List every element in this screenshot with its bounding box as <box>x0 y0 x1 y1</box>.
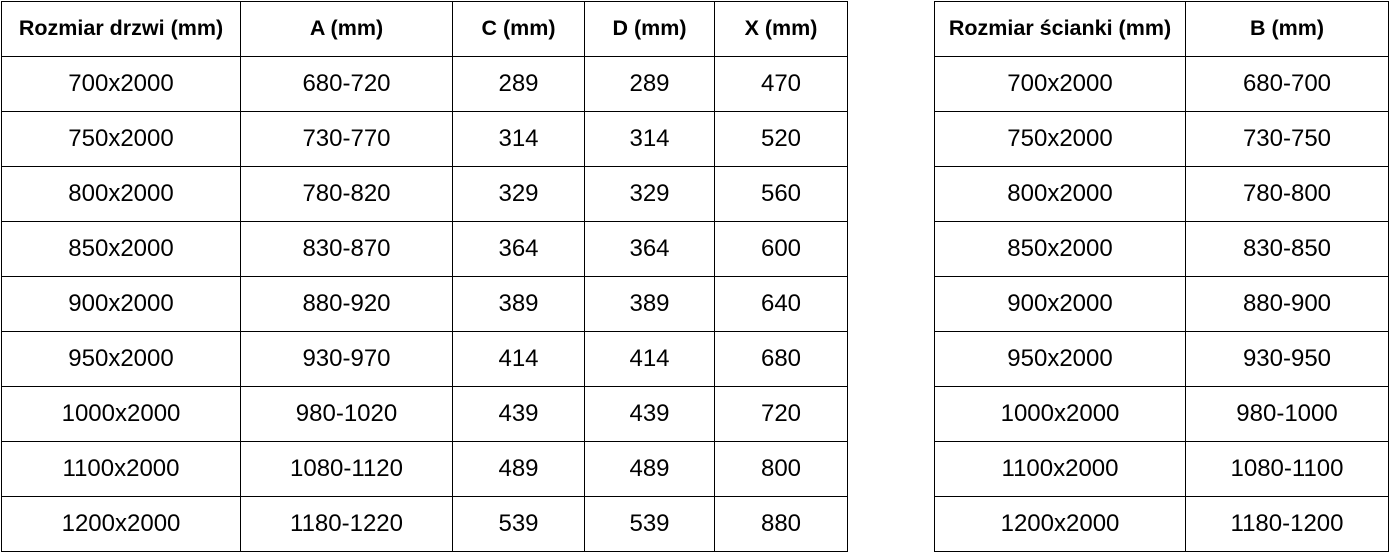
cell-x: 470 <box>714 56 848 112</box>
column-header-door-size: Rozmiar drzwi (mm) <box>1 1 241 57</box>
column-header-a: A (mm) <box>240 1 453 57</box>
cell-x: 880 <box>714 496 848 552</box>
cell-d: 539 <box>584 496 715 552</box>
wall-size-table-container: Rozmiar ścianki (mm) B (mm) 700x2000 680… <box>934 1 1389 552</box>
cell-a: 780-820 <box>240 166 453 222</box>
cell-door-size: 900x2000 <box>1 276 241 332</box>
cell-a: 930-970 <box>240 331 453 387</box>
cell-c: 539 <box>452 496 585 552</box>
cell-x: 640 <box>714 276 848 332</box>
cell-b: 680-700 <box>1185 56 1389 112</box>
cell-a: 980-1020 <box>240 386 453 442</box>
cell-c: 364 <box>452 221 585 277</box>
cell-wall-size: 1100x2000 <box>934 441 1186 497</box>
cell-c: 489 <box>452 441 585 497</box>
table-row: 950x2000 930-950 <box>934 331 1389 387</box>
table-row: 700x2000 680-720 289 289 470 <box>1 56 848 112</box>
cell-door-size: 800x2000 <box>1 166 241 222</box>
wall-size-table: Rozmiar ścianki (mm) B (mm) 700x2000 680… <box>934 1 1389 552</box>
cell-b: 1080-1100 <box>1185 441 1389 497</box>
table-row: 800x2000 780-820 329 329 560 <box>1 166 848 222</box>
cell-door-size: 700x2000 <box>1 56 241 112</box>
column-header-d: D (mm) <box>584 1 715 57</box>
column-header-x: X (mm) <box>714 1 848 57</box>
table-header-row: Rozmiar ścianki (mm) B (mm) <box>934 1 1389 57</box>
table-row: 750x2000 730-770 314 314 520 <box>1 111 848 167</box>
cell-b: 930-950 <box>1185 331 1389 387</box>
cell-door-size: 950x2000 <box>1 331 241 387</box>
cell-b: 880-900 <box>1185 276 1389 332</box>
table-row: 900x2000 880-920 389 389 640 <box>1 276 848 332</box>
table-row: 950x2000 930-970 414 414 680 <box>1 331 848 387</box>
cell-wall-size: 750x2000 <box>934 111 1186 167</box>
table-row: 850x2000 830-850 <box>934 221 1389 277</box>
table-row: 800x2000 780-800 <box>934 166 1389 222</box>
column-header-c: C (mm) <box>452 1 585 57</box>
cell-wall-size: 1000x2000 <box>934 386 1186 442</box>
table-row: 700x2000 680-700 <box>934 56 1389 112</box>
door-size-table-header: Rozmiar drzwi (mm) A (mm) C (mm) D (mm) … <box>1 1 848 57</box>
cell-wall-size: 900x2000 <box>934 276 1186 332</box>
table-row: 1200x2000 1180-1200 <box>934 496 1389 552</box>
door-size-table-body: 700x2000 680-720 289 289 470 750x2000 73… <box>1 56 848 552</box>
cell-wall-size: 800x2000 <box>934 166 1186 222</box>
cell-wall-size: 700x2000 <box>934 56 1186 112</box>
cell-door-size: 850x2000 <box>1 221 241 277</box>
table-row: 1100x2000 1080-1120 489 489 800 <box>1 441 848 497</box>
cell-d: 364 <box>584 221 715 277</box>
cell-door-size: 1000x2000 <box>1 386 241 442</box>
cell-c: 314 <box>452 111 585 167</box>
cell-d: 314 <box>584 111 715 167</box>
cell-x: 800 <box>714 441 848 497</box>
cell-b: 830-850 <box>1185 221 1389 277</box>
cell-door-size: 1200x2000 <box>1 496 241 552</box>
cell-wall-size: 850x2000 <box>934 221 1186 277</box>
cell-wall-size: 950x2000 <box>934 331 1186 387</box>
cell-d: 289 <box>584 56 715 112</box>
cell-c: 439 <box>452 386 585 442</box>
cell-b: 730-750 <box>1185 111 1389 167</box>
cell-x: 600 <box>714 221 848 277</box>
table-row: 900x2000 880-900 <box>934 276 1389 332</box>
cell-d: 489 <box>584 441 715 497</box>
table-row: 1000x2000 980-1000 <box>934 386 1389 442</box>
cell-c: 389 <box>452 276 585 332</box>
wall-size-table-body: 700x2000 680-700 750x2000 730-750 800x20… <box>934 56 1389 552</box>
cell-a: 680-720 <box>240 56 453 112</box>
table-header-row: Rozmiar drzwi (mm) A (mm) C (mm) D (mm) … <box>1 1 848 57</box>
cell-wall-size: 1200x2000 <box>934 496 1186 552</box>
door-size-table: Rozmiar drzwi (mm) A (mm) C (mm) D (mm) … <box>1 1 848 552</box>
cell-door-size: 750x2000 <box>1 111 241 167</box>
cell-b: 980-1000 <box>1185 386 1389 442</box>
cell-d: 414 <box>584 331 715 387</box>
cell-a: 1180-1220 <box>240 496 453 552</box>
door-size-table-container: Rozmiar drzwi (mm) A (mm) C (mm) D (mm) … <box>1 1 848 552</box>
table-row: 1100x2000 1080-1100 <box>934 441 1389 497</box>
cell-x: 680 <box>714 331 848 387</box>
table-row: 1000x2000 980-1020 439 439 720 <box>1 386 848 442</box>
cell-a: 880-920 <box>240 276 453 332</box>
cell-b: 780-800 <box>1185 166 1389 222</box>
table-row: 850x2000 830-870 364 364 600 <box>1 221 848 277</box>
cell-door-size: 1100x2000 <box>1 441 241 497</box>
table-row: 750x2000 730-750 <box>934 111 1389 167</box>
cell-x: 560 <box>714 166 848 222</box>
cell-a: 730-770 <box>240 111 453 167</box>
cell-x: 720 <box>714 386 848 442</box>
cell-a: 830-870 <box>240 221 453 277</box>
cell-c: 414 <box>452 331 585 387</box>
table-row: 1200x2000 1180-1220 539 539 880 <box>1 496 848 552</box>
column-header-b: B (mm) <box>1185 1 1389 57</box>
cell-x: 520 <box>714 111 848 167</box>
cell-d: 389 <box>584 276 715 332</box>
wall-size-table-header: Rozmiar ścianki (mm) B (mm) <box>934 1 1389 57</box>
cell-d: 329 <box>584 166 715 222</box>
cell-b: 1180-1200 <box>1185 496 1389 552</box>
cell-d: 439 <box>584 386 715 442</box>
cell-c: 329 <box>452 166 585 222</box>
column-header-wall-size: Rozmiar ścianki (mm) <box>934 1 1186 57</box>
cell-a: 1080-1120 <box>240 441 453 497</box>
cell-c: 289 <box>452 56 585 112</box>
